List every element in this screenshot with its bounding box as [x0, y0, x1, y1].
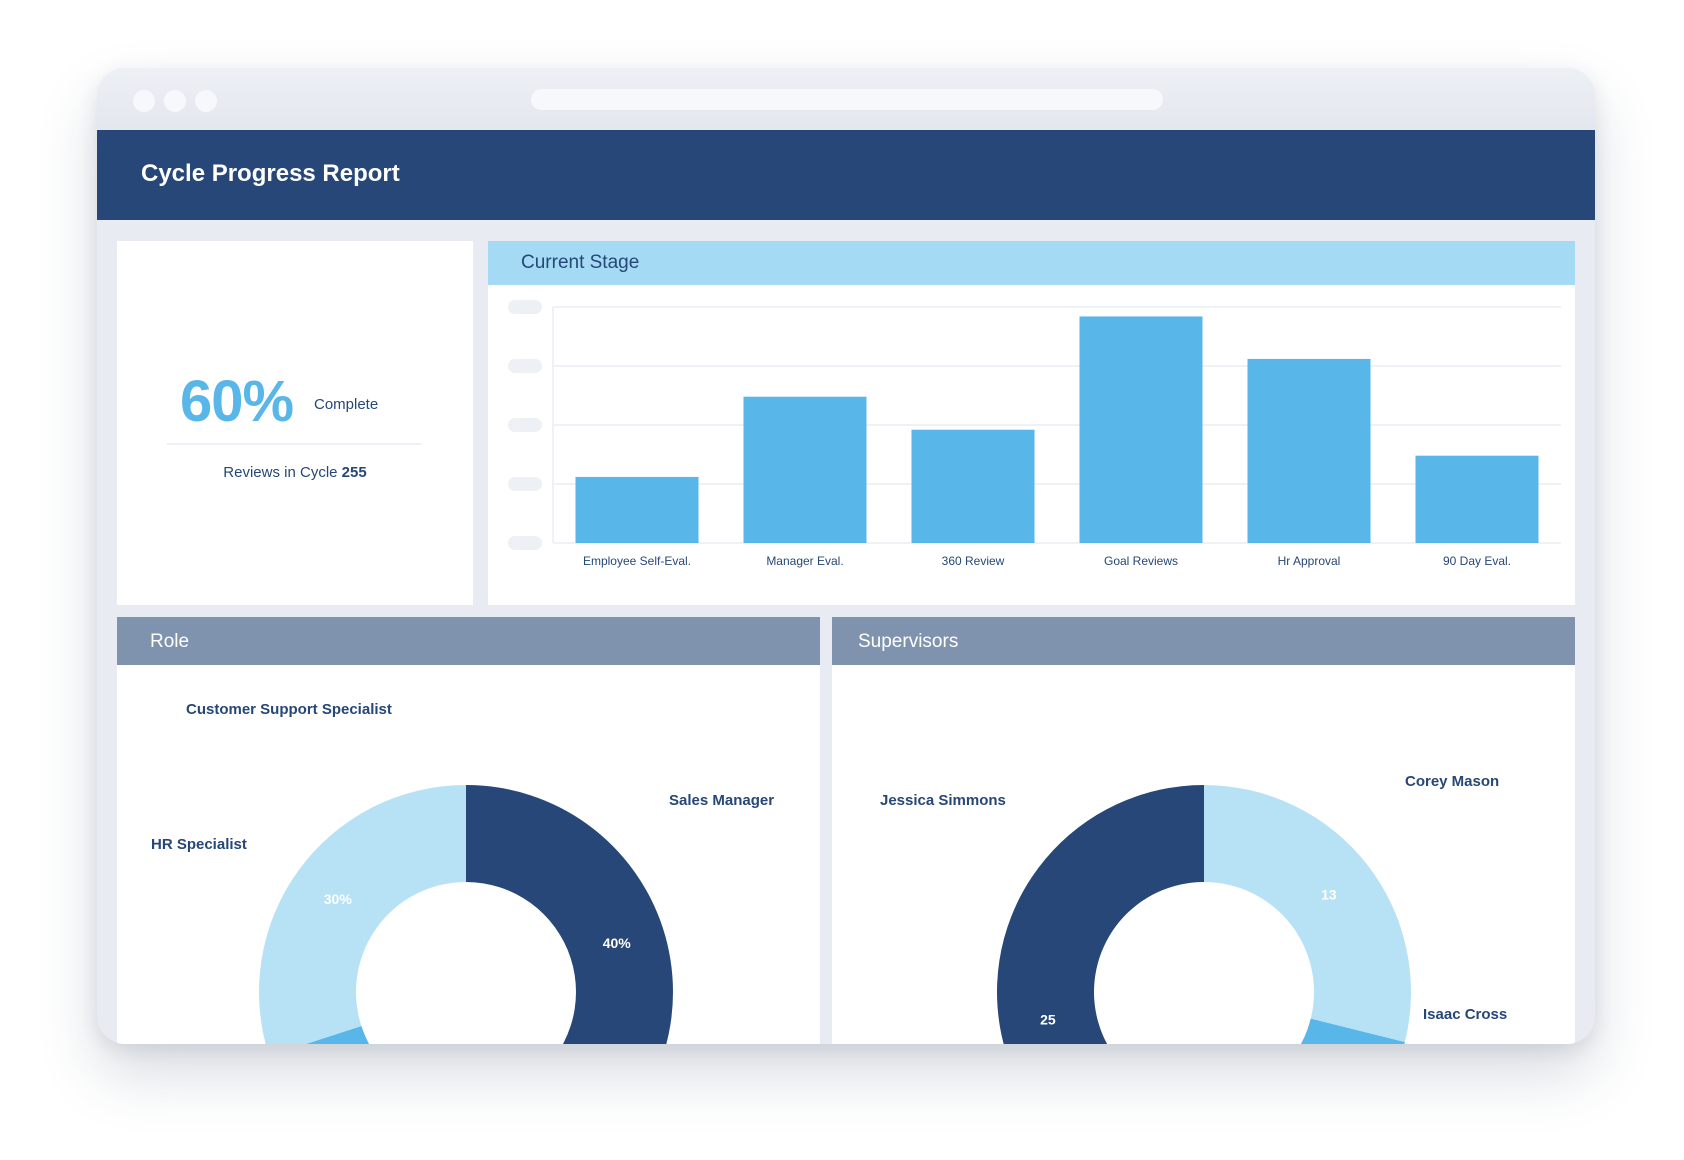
- slice-value-label: 25: [1040, 1012, 1056, 1028]
- slice-category-label: HR Specialist: [151, 836, 247, 853]
- bar-1: [575, 476, 699, 543]
- role-header: Role: [117, 617, 820, 665]
- reviews-count: 255: [341, 464, 367, 481]
- address-bar[interactable]: [531, 89, 1163, 110]
- completion-label: Complete: [314, 396, 379, 413]
- x-tick-label: 90 Day Eval.: [1443, 554, 1511, 568]
- reviews-label: Reviews in Cycle: [223, 464, 338, 481]
- browser-titlebar: [97, 68, 1595, 130]
- y-tick-placeholder: [508, 477, 542, 491]
- donut-slice-2: [1300, 1018, 1405, 1044]
- page-title: Cycle Progress Report: [141, 160, 400, 187]
- slice-category-label: Isaac Cross: [1423, 1006, 1507, 1023]
- role-title: Role: [150, 631, 190, 652]
- slice-category-label: Customer Support Specialist: [186, 701, 392, 718]
- supervisors-title: Supervisors: [858, 631, 959, 652]
- donut-slice-4: [259, 785, 466, 1044]
- donut-slice-1: [466, 785, 673, 1044]
- bar-3: [911, 429, 1035, 543]
- completion-percent: 60%: [180, 369, 294, 434]
- x-tick-label: Employee Self-Eval.: [583, 554, 691, 568]
- bar-5: [1247, 358, 1371, 543]
- role-donut-chart: 40%Sales Manager10%Customer Support Spec…: [151, 701, 774, 1044]
- y-tick-placeholder: [508, 536, 542, 550]
- slice-category-label: Corey Mason: [1405, 773, 1499, 790]
- donut-slice-3: [305, 1025, 370, 1044]
- window-control-dot[interactable]: [195, 90, 217, 112]
- current-stage-header: Current Stage: [488, 241, 1575, 285]
- y-tick-placeholder: [508, 359, 542, 373]
- window-control-dot[interactable]: [133, 90, 155, 112]
- donut-slice-3: [997, 785, 1204, 1044]
- donut-slice-1: [1204, 785, 1411, 1043]
- bar-2: [743, 396, 867, 543]
- current-stage-title: Current Stage: [521, 252, 640, 273]
- summary-divider: [167, 443, 421, 445]
- y-tick-placeholder: [508, 418, 542, 432]
- slice-value-label: 30%: [324, 891, 353, 907]
- x-tick-label: 360 Review: [942, 554, 1005, 568]
- x-tick-label: Manager Eval.: [766, 554, 843, 568]
- window-control-dot[interactable]: [164, 90, 186, 112]
- reviews-in-cycle: Reviews in Cycle 255: [117, 464, 473, 481]
- slice-category-label: Sales Manager: [669, 792, 774, 809]
- y-tick-placeholder: [508, 300, 542, 314]
- x-tick-label: Goal Reviews: [1104, 554, 1178, 568]
- slice-category-label: Jessica Simmons: [880, 792, 1006, 809]
- summary-panel: 60% Complete Reviews in Cycle 255: [117, 241, 473, 605]
- browser-window: Cycle Progress Report 60% Complete Revie…: [97, 68, 1595, 1044]
- slice-value-label: 13: [1321, 886, 1337, 902]
- role-panel: Role 40%Sales Manager10%Customer Support…: [117, 617, 820, 1044]
- report-header: Cycle Progress Report: [97, 130, 1595, 220]
- x-tick-label: Hr Approval: [1278, 554, 1341, 568]
- slice-value-label: 40%: [603, 935, 632, 951]
- current-stage-bar-chart: Employee Self-Eval. Manager Eval. 360 Revi…: [508, 300, 1561, 568]
- current-stage-panel: Current Stage Employee Self-Eval. Manager…: [488, 241, 1575, 605]
- bar-4: [1079, 316, 1203, 543]
- bar-6: [1415, 455, 1539, 543]
- supervisors-header: Supervisors: [832, 617, 1575, 665]
